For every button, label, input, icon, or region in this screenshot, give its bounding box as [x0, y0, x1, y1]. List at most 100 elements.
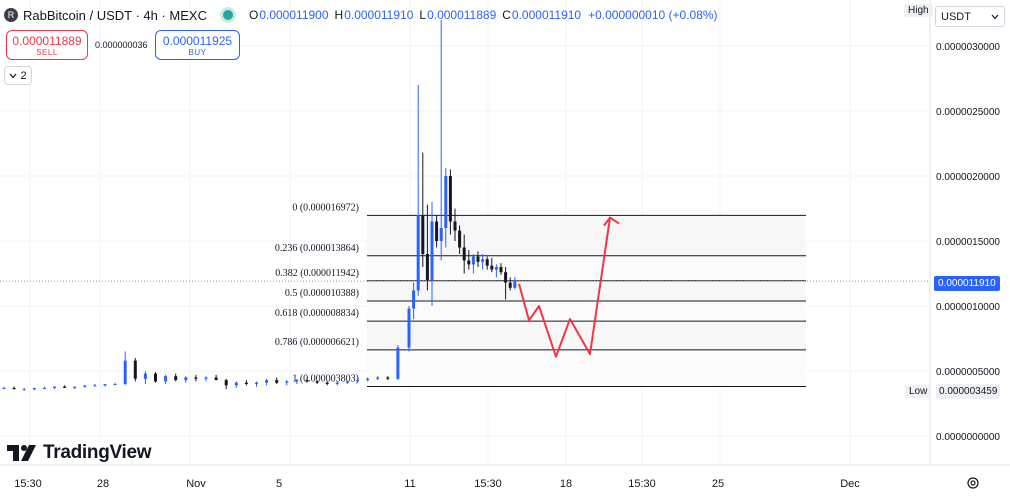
candle [396, 345, 400, 381]
low-key: L [419, 8, 427, 22]
candle-body [12, 387, 16, 390]
candle-body [439, 228, 443, 241]
current-price-label: 0.000011910 [934, 276, 1000, 291]
candle [325, 381, 329, 386]
candle-body [244, 382, 248, 384]
candle [93, 384, 97, 387]
candle-body [376, 377, 380, 379]
x-tick-label: 28 [97, 478, 109, 490]
candle [315, 380, 319, 384]
candle-body [476, 256, 480, 262]
candle [504, 267, 508, 300]
candle-body [174, 376, 178, 381]
candle [490, 257, 494, 273]
sell-button[interactable]: 0.000011889 SELL [6, 30, 88, 60]
candle-body [73, 386, 77, 388]
candle-body [53, 386, 56, 388]
x-tick-label: Dec [840, 478, 860, 490]
x-tick-label: 5 [276, 478, 282, 490]
candle [481, 254, 485, 270]
candle [412, 282, 416, 319]
y-tick-label: 0.0000030000 [936, 42, 1000, 53]
candle [204, 376, 208, 382]
fib-zone [367, 321, 806, 350]
currency-select[interactable]: USDT [935, 6, 1005, 27]
candle [164, 374, 168, 384]
candle-body [204, 377, 208, 379]
chevron-down-icon [991, 14, 999, 19]
symbol-title[interactable]: RabBitcoin / USDT · 4h · MEXC [23, 7, 207, 23]
candle-body [22, 389, 26, 391]
candle-body [458, 230, 462, 248]
candle [513, 277, 517, 290]
tradingview-logo[interactable]: TradingView [7, 442, 152, 464]
candle-body [164, 376, 168, 382]
candle-body [325, 382, 329, 384]
candle [143, 371, 147, 384]
candle-body [366, 378, 370, 381]
close-key: C [502, 8, 511, 22]
gear-icon[interactable] [966, 476, 980, 490]
candle [42, 386, 46, 390]
y-tick-label: 0.0000025000 [936, 107, 1000, 118]
candle-body [285, 381, 289, 383]
y-tick-label: 0.0000005000 [936, 367, 1000, 378]
candle-body [421, 215, 425, 254]
candle [53, 386, 56, 390]
candle-body [481, 259, 485, 262]
close-value: 0.000011910 [511, 8, 582, 22]
projection-arrowhead [603, 216, 620, 227]
candle-body [335, 382, 339, 384]
x-tick-label: Nov [186, 478, 206, 490]
candle-body [356, 380, 359, 382]
candle-body [83, 385, 87, 387]
currency-value: USDT [941, 10, 971, 23]
symbol-header: R RabBitcoin / USDT · 4h · MEXC O0.00001… [4, 6, 718, 24]
candle [224, 378, 228, 390]
candle [335, 381, 339, 386]
x-tick-label: 15:30 [14, 478, 42, 490]
candle-body [214, 377, 218, 381]
candle-body [386, 377, 390, 379]
candle-body [494, 267, 498, 270]
candle [430, 202, 434, 306]
x-tick-label: 15:30 [474, 478, 502, 490]
x-tick-label: 18 [560, 478, 572, 490]
y-tick-label: 0.0000000000 [936, 432, 1000, 443]
candle [345, 381, 349, 384]
high-key: H [334, 8, 344, 22]
candle-body [504, 272, 508, 283]
candle-body [513, 281, 517, 288]
low-marker: Low [905, 385, 932, 398]
low-value: 0.000011889 [427, 8, 497, 22]
fib-level-label: 0 (0.000016972) [292, 202, 359, 213]
fib-zone [367, 349, 806, 387]
candle-body [123, 360, 127, 384]
candle [444, 168, 448, 248]
candle [462, 234, 466, 274]
candle [83, 385, 87, 388]
high-value: 0.000011910 [344, 8, 414, 22]
candle-body [275, 380, 279, 383]
candle [448, 169, 452, 235]
candle [73, 386, 77, 390]
fib-zone [367, 280, 806, 301]
indicators-toggle[interactable]: 2 [4, 66, 32, 85]
candle-body [113, 384, 117, 385]
brand-name: TradingView [43, 442, 152, 463]
fib-zone [367, 255, 806, 281]
y-tick-label: 0.0000020000 [936, 172, 1000, 183]
candle-body [444, 176, 448, 228]
candle-body [93, 385, 97, 387]
candle [386, 376, 390, 381]
candle [12, 386, 16, 390]
low-marker-value: 0.000003459 [936, 384, 1001, 399]
candle-body [265, 380, 269, 383]
fib-level-label: 0.382 (0.000011942) [275, 268, 359, 279]
candle [103, 384, 107, 387]
y-tick-label: 0.0000010000 [936, 302, 1000, 313]
buy-button[interactable]: 0.000011925 BUY [155, 30, 240, 60]
candle [32, 387, 36, 391]
